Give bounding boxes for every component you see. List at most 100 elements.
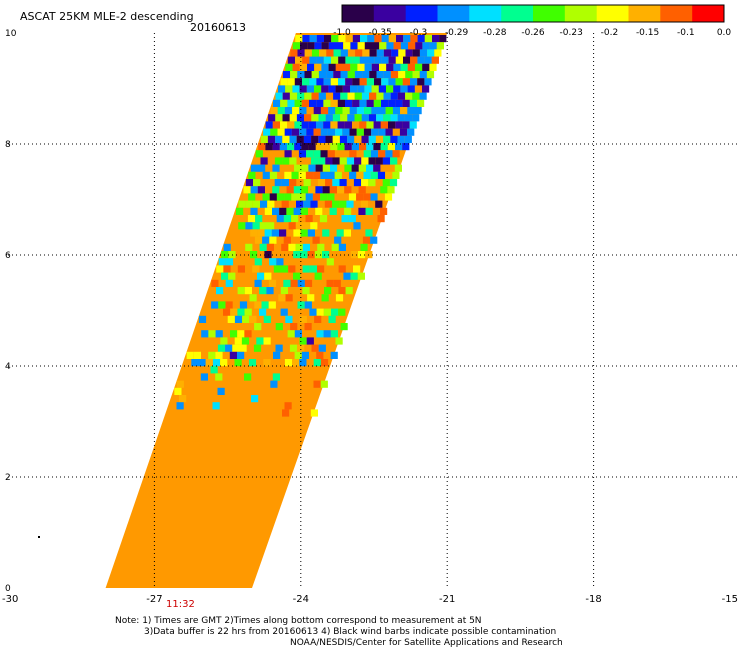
data-cell (255, 150, 263, 158)
data-cell (272, 164, 280, 172)
data-cell (332, 157, 340, 165)
data-cell (313, 171, 321, 179)
data-cell (347, 92, 355, 100)
colorbar-label: -0.26 (521, 28, 545, 38)
data-cell (286, 207, 294, 215)
data-cell (294, 351, 302, 359)
data-cell (288, 265, 296, 273)
data-cell (215, 330, 223, 338)
data-cell (314, 85, 322, 93)
data-cell (309, 308, 317, 316)
data-cell (322, 186, 330, 194)
data-cell (306, 337, 314, 345)
data-cell (352, 56, 360, 64)
data-cell (324, 200, 332, 208)
data-cell (407, 128, 415, 136)
data-cell (269, 193, 277, 201)
data-cell (312, 236, 320, 244)
data-cell (410, 56, 418, 64)
data-cell (366, 99, 374, 107)
data-cell (395, 99, 403, 107)
data-cell (439, 35, 447, 43)
data-cell (225, 258, 234, 266)
data-cell (359, 99, 367, 107)
data-cell (247, 215, 256, 223)
data-cell (316, 308, 324, 316)
data-cell (374, 78, 382, 86)
data-cell (321, 294, 329, 302)
data-cell (326, 279, 334, 287)
data-cell (299, 315, 307, 323)
data-cell (287, 143, 295, 151)
data-cell (335, 85, 343, 93)
data-cell (280, 287, 288, 295)
data-cell (234, 337, 242, 345)
data-cell (304, 323, 312, 331)
data-cell (318, 135, 326, 143)
data-cell (331, 243, 339, 251)
data-cell (369, 92, 377, 100)
data-cell (332, 200, 340, 208)
data-cell (216, 265, 224, 273)
colorbar-label: -0.3 (410, 28, 428, 38)
data-cell (315, 164, 323, 172)
x-tick-label: -18 (585, 594, 601, 605)
data-cell (248, 359, 257, 367)
data-cell (239, 301, 248, 309)
data-cell (270, 380, 278, 388)
data-cell (283, 236, 291, 244)
colorbar-segment (533, 5, 566, 22)
data-cell (322, 207, 330, 215)
data-cell (384, 193, 393, 201)
data-cell (341, 215, 349, 223)
data-cell (292, 107, 300, 115)
data-cell (215, 373, 223, 381)
data-cell (377, 215, 385, 223)
data-cell (417, 56, 425, 64)
data-cell (337, 164, 345, 172)
data-cell (310, 409, 318, 417)
data-cell (259, 243, 267, 251)
data-cell (325, 135, 333, 143)
data-cell (276, 193, 285, 201)
data-cell (253, 179, 261, 187)
data-cell (328, 107, 336, 115)
data-cell (232, 344, 240, 352)
data-cell (225, 301, 233, 309)
data-cell (221, 272, 229, 280)
data-cell (355, 49, 363, 57)
data-cell (287, 56, 295, 64)
colorbar-label: -0.35 (369, 28, 392, 38)
data-cell (284, 107, 293, 115)
data-cell (390, 92, 398, 100)
data-cell (316, 351, 324, 359)
data-cell (426, 71, 435, 79)
data-cell (359, 78, 367, 86)
data-cell (351, 164, 359, 172)
data-cell (250, 186, 258, 194)
data-cell (339, 179, 347, 187)
data-cell (376, 71, 384, 79)
data-cell (279, 229, 287, 237)
colorbar-segment (628, 5, 661, 22)
data-cell (366, 143, 374, 151)
data-cell (294, 121, 302, 129)
data-cell (335, 107, 343, 115)
data-cell (354, 114, 362, 122)
data-cell (302, 287, 310, 295)
data-cell (320, 128, 328, 136)
data-cell (392, 107, 401, 115)
data-cell (250, 229, 258, 237)
data-cell (270, 128, 278, 136)
data-cell (346, 200, 354, 208)
data-cell (244, 287, 252, 295)
data-cell (325, 157, 333, 165)
data-cell (285, 294, 293, 302)
data-cell (388, 99, 396, 107)
data-cell (316, 99, 324, 107)
colorbar-segment (469, 5, 502, 22)
data-cell (338, 35, 346, 43)
data-cell (337, 143, 345, 151)
data-cell (205, 359, 213, 367)
